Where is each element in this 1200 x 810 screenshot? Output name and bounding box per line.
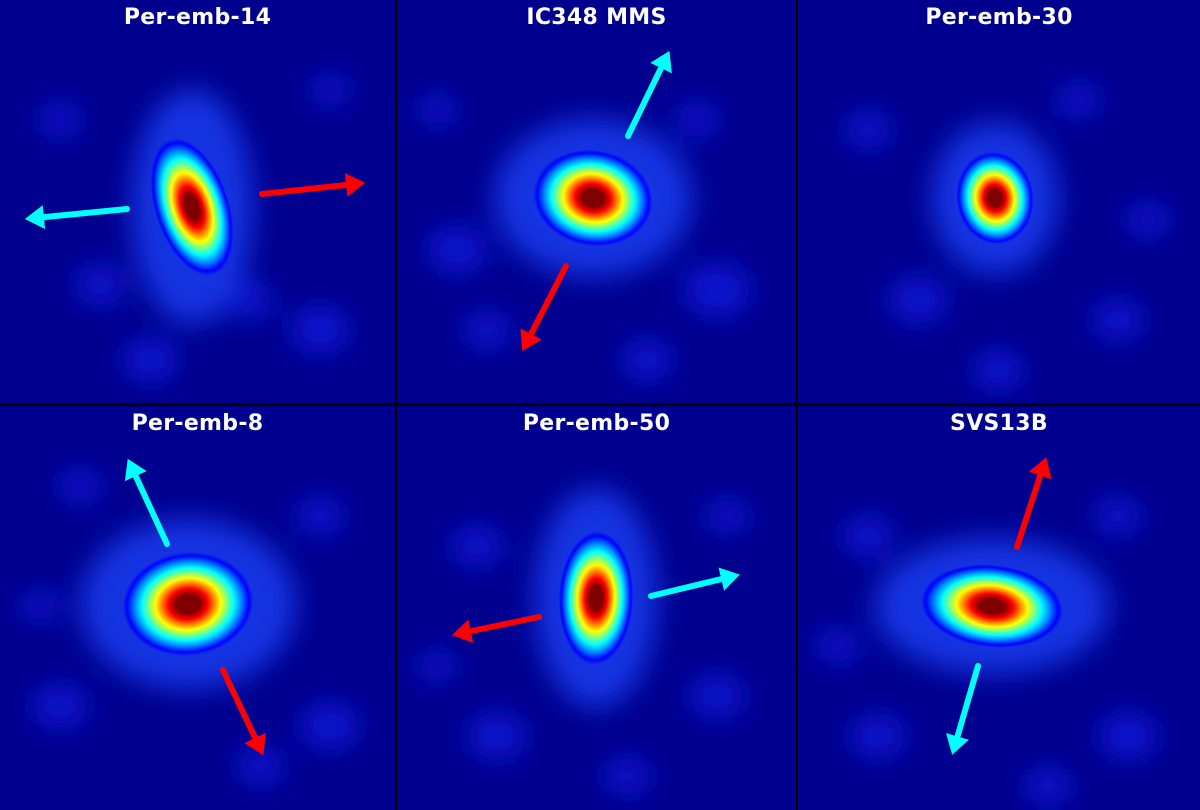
redshifted-outflow-arrow [452, 614, 542, 643]
panel-title: Per-emb-8 [131, 411, 264, 436]
noise-blob [705, 498, 749, 534]
noise-blob [226, 280, 274, 320]
noise-blob [675, 102, 719, 138]
noise-blob [296, 496, 344, 536]
noise-blob [816, 628, 860, 664]
noise-blob [972, 349, 1024, 391]
noise-blob [1024, 766, 1072, 806]
redshifted-outflow-arrow [1014, 457, 1052, 550]
noise-blob [38, 102, 82, 138]
noise-blob [20, 590, 60, 622]
continuum-source [920, 564, 1064, 648]
noise-blob [842, 515, 894, 557]
noise-blob [32, 683, 88, 729]
noise-blob [683, 262, 751, 318]
panel-per-emb-8: Per-emb-8 [0, 406, 395, 810]
noise-blob [417, 94, 457, 126]
emission-map [0, 0, 395, 403]
redshifted-outflow-arrow [220, 667, 266, 756]
noise-blob [58, 468, 102, 504]
noise-blob [888, 276, 948, 324]
blueshifted-outflow-arrow [124, 458, 170, 547]
noise-blob [122, 337, 178, 383]
noise-blob [1092, 299, 1144, 341]
noise-blob [1098, 712, 1158, 760]
continuum-source [956, 151, 1034, 245]
continuum-source [150, 138, 234, 276]
emission-map [798, 0, 1200, 403]
noise-blob [463, 310, 511, 350]
blueshifted-outflow-arrow [625, 50, 672, 139]
blueshifted-outflow-arrow [24, 205, 130, 230]
panel-title: Per-emb-30 [925, 5, 1073, 30]
background-noise [844, 82, 1170, 391]
noise-blob [1126, 202, 1170, 238]
blueshifted-outflow-arrow [945, 663, 981, 755]
continuum-source [533, 149, 653, 247]
redshifted-outflow-arrow [520, 263, 569, 352]
noise-blob [427, 226, 487, 274]
noise-blob [844, 110, 892, 150]
noise-blob [1094, 496, 1142, 536]
panel-per-emb-50: Per-emb-50 [397, 406, 796, 810]
noise-blob [467, 712, 527, 760]
emission-map [397, 0, 796, 403]
panel-per-emb-14: Per-emb-14 [0, 0, 395, 403]
divider-horizontal [0, 403, 1200, 406]
noise-blob [74, 264, 126, 306]
continuum-source [122, 552, 254, 656]
emission-map [397, 406, 796, 810]
noise-blob [621, 339, 673, 381]
emission-map [0, 406, 395, 810]
redshifted-outflow-arrow [259, 173, 366, 197]
noise-blob [850, 713, 906, 759]
noise-blob [1056, 82, 1100, 118]
emission-map [798, 406, 1200, 810]
noise-blob [603, 756, 651, 796]
noise-blob [236, 746, 284, 786]
noise-blob [689, 673, 745, 719]
panel-title: Per-emb-14 [123, 5, 272, 30]
panel-title: IC348 MMS [526, 5, 667, 30]
panel-per-emb-30: Per-emb-30 [798, 0, 1200, 403]
noise-blob [310, 74, 350, 106]
panel-title: SVS13B [950, 411, 1048, 436]
noise-blob [290, 306, 350, 354]
noise-blob [417, 650, 457, 682]
panel-ic348-mms: IC348 MMS [397, 0, 796, 403]
noise-blob [451, 525, 503, 567]
blueshifted-outflow-arrow [648, 567, 740, 599]
continuum-source [558, 531, 634, 665]
panel-svs13b: SVS13B [798, 406, 1200, 810]
noise-blob [300, 702, 360, 750]
panel-title: Per-emb-50 [522, 411, 671, 436]
